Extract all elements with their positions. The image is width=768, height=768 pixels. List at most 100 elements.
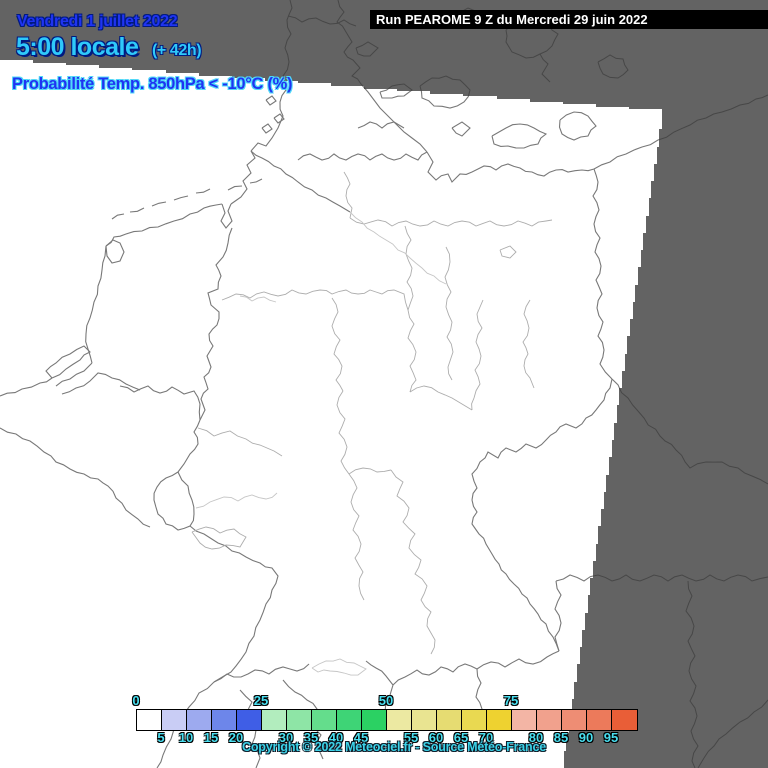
scale-tick-70: 70 [478,730,494,745]
scale-tick-95: 95 [603,730,619,745]
map-line [261,123,273,134]
map-line [191,526,247,550]
scale-tick-35: 35 [303,730,319,745]
variable-label: Probabilité Temp. 850hPa < -10°C (%) [12,75,293,93]
color-scale-cell-35 [312,710,337,730]
map-rivers-and-lakes [195,211,447,676]
scale-tick-5: 5 [157,730,165,745]
map-line [227,185,243,191]
map-line [177,419,201,473]
scale-tick-80: 80 [528,730,544,745]
scale-tick-0: 0 [132,693,140,708]
map-line [331,297,344,392]
color-scale-cell-0 [137,710,162,730]
map-line [593,94,662,170]
map-line [685,580,699,768]
map-line [297,151,428,161]
map-line [119,385,201,421]
map-line [250,150,351,213]
map-line [336,390,350,475]
color-scale-cell-10 [187,710,212,730]
map-line [85,245,107,364]
color-scale-cell-25 [262,710,287,730]
map-line [189,525,279,683]
scale-tick-30: 30 [278,730,294,745]
forecast-time: 5:00 locale [16,33,139,61]
map-line [249,178,263,184]
forecast-offset: (+ 42h) [152,42,202,59]
map-line [213,663,310,683]
color-scale-cell-5 [162,710,187,730]
map-line [0,427,151,528]
map-line [697,699,768,768]
map-line [348,467,392,475]
color-scale-cell-75 [512,710,537,730]
map-line [355,41,379,57]
map-line [404,225,414,311]
scale-tick-85: 85 [553,730,569,745]
map-line [173,195,189,201]
model-domain-area [0,60,662,768]
copyright-text: Copyright © 2022 Meteociel.fr - Source M… [242,740,546,754]
scale-tick-60: 60 [428,730,444,745]
map-state-borders [191,171,553,655]
map-line [471,299,484,411]
map-line [220,203,233,229]
map-line [349,217,553,227]
map-line [239,295,277,303]
color-scale-cell-20 [237,710,262,730]
scale-tick-40: 40 [328,730,344,745]
map-line [476,650,560,670]
scale-tick-90: 90 [578,730,594,745]
color-scale-cell-30 [287,710,312,730]
color-scale-cell-90 [587,710,612,730]
map-line [153,471,195,531]
map-line [349,211,447,285]
map-line [230,150,256,205]
map-line [105,239,125,264]
color-scale-cell-65 [462,710,487,730]
map-line [357,121,405,129]
map-line [558,111,597,141]
map-line [597,54,629,79]
map-line [273,113,285,124]
map-line [539,53,551,83]
map-line [221,289,409,311]
map-line [611,378,768,485]
color-scale-cell-80 [537,710,562,730]
scale-tick-50: 50 [378,693,394,708]
probability-color-scale [136,709,638,731]
map-line [471,378,613,501]
color-scale-cell-85 [562,710,587,730]
map-line [111,213,125,220]
map-line [409,385,473,411]
scale-tick-25: 25 [253,693,269,708]
scale-tick-15: 15 [203,730,219,745]
scale-tick-75: 75 [503,693,519,708]
map-line [195,188,211,194]
map-line [471,499,560,652]
map-line [392,663,478,686]
scale-tick-45: 45 [353,730,369,745]
color-scale-cell-40 [337,710,362,730]
map-line [195,492,278,509]
scale-tick-10: 10 [178,730,194,745]
color-scale-cell-70 [487,710,512,730]
map-line [554,580,562,652]
map-line [491,123,548,149]
color-scale-cell-15 [212,710,237,730]
map-line [343,171,353,219]
map-line [197,427,283,457]
map-line [365,660,394,714]
map-line [444,246,454,381]
map-line [390,469,436,655]
map-line [592,168,613,380]
scale-tick-55: 55 [403,730,419,745]
color-scale-cell-95 [612,710,637,730]
map-line [0,377,53,397]
map-line [311,658,367,676]
model-run-banner: Run PEAROME 9 Z du Mercredi 29 juin 2022 [370,10,768,29]
map-line [451,121,471,137]
